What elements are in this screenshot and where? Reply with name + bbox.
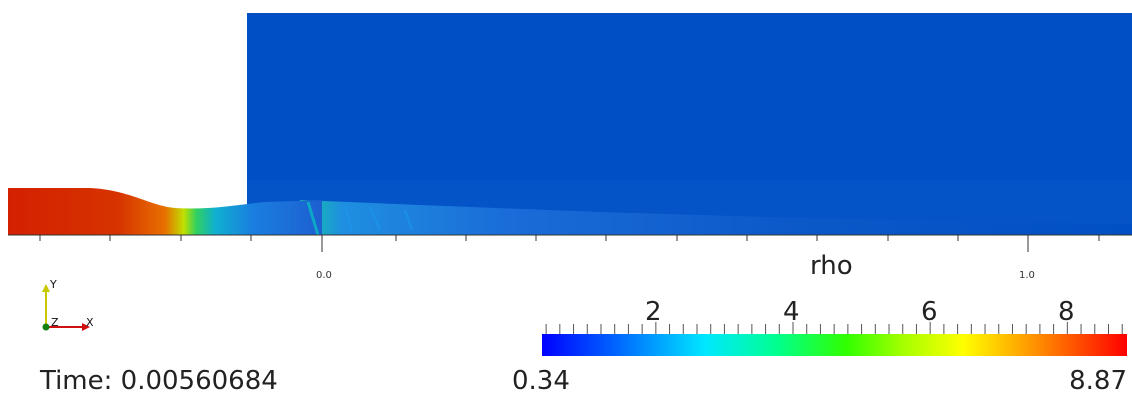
time-annotation: Time: 0.00560684 [40, 366, 278, 396]
colorbar-min-label: 0.34 [512, 366, 570, 396]
colorbar-tick-label: 6 [921, 297, 938, 327]
jet-plume [300, 200, 1132, 235]
colorbar-tick-label: 4 [783, 297, 800, 327]
triad-y-label: Y [50, 278, 57, 291]
nozzle-field [8, 188, 322, 235]
colorbar-minor-ticks [545, 322, 1123, 334]
axis-tick-label: 0.0 [316, 270, 332, 281]
colorbar-title: rho [810, 251, 853, 281]
x-axis-ticks [39, 235, 1100, 252]
triad-x-label: X [86, 316, 94, 329]
colorbar-max-label: 8.87 [1069, 366, 1127, 396]
triad-z-label: Z [51, 316, 59, 329]
colorbar-tick-label: 2 [645, 297, 662, 327]
axis-tick-label: 1.0 [1019, 270, 1035, 281]
orientation-triad [42, 284, 90, 331]
colorbar-tick-label: 8 [1058, 297, 1075, 327]
shock-cells [306, 201, 413, 236]
colorbar-gradient [542, 334, 1127, 356]
